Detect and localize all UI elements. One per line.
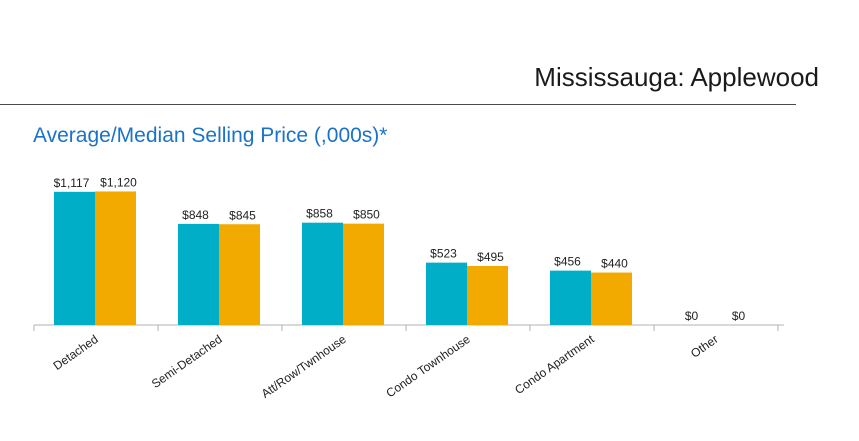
data-label: $495: [477, 250, 504, 264]
bar-1: [178, 223, 219, 325]
chart-title: Average/Median Selling Price (,000s)*: [33, 124, 388, 147]
data-label: $440: [601, 257, 628, 271]
data-label: $523: [430, 247, 457, 261]
data-label: $858: [306, 207, 333, 221]
header-divider: [0, 104, 796, 105]
bar-1: [54, 191, 95, 325]
data-label: $456: [554, 255, 581, 269]
bar-1: [302, 222, 343, 325]
x-tick-label: Att/Row/Twnhouse: [259, 332, 349, 401]
data-label: $850: [353, 208, 380, 222]
data-label: $0: [732, 309, 746, 323]
data-label: $0: [685, 309, 699, 323]
data-label: $848: [182, 208, 209, 222]
x-tick-label: Other: [688, 332, 721, 361]
x-tick-label: Condo Townhouse: [383, 332, 473, 401]
x-tick-label: Semi-Detached: [149, 332, 225, 391]
page-header-title: Mississauga: Applewood: [534, 62, 819, 92]
bar-1: [550, 270, 591, 325]
x-tick-label: Detached: [51, 332, 101, 373]
bar-2: [591, 272, 632, 325]
x-tick-label: Condo Apartment: [512, 332, 597, 397]
data-label: $1,120: [100, 175, 137, 189]
data-label: $1,117: [54, 176, 90, 190]
bar-2: [95, 191, 136, 325]
bar-2: [343, 223, 384, 325]
bar-1: [426, 262, 467, 325]
bar-2: [219, 224, 260, 325]
bar-2: [467, 265, 508, 325]
data-label: $845: [229, 208, 256, 222]
